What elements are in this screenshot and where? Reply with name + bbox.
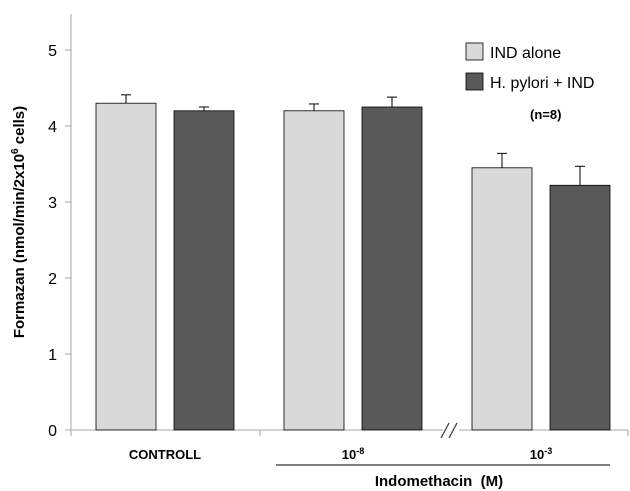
bar: [283, 110, 345, 431]
bar: [471, 167, 533, 431]
x-tick-label: 10-3: [530, 446, 552, 462]
y-tick-label: 1: [48, 347, 57, 364]
bar: [361, 106, 423, 431]
axis-break-mark: [440, 422, 450, 439]
axis-break-mark: [448, 422, 458, 439]
bar: [95, 102, 157, 431]
bar: [173, 110, 235, 431]
legend-label: H. pylori + IND: [490, 75, 594, 92]
y-tick-label: 3: [48, 195, 57, 212]
x-tick-label: CONTROLL: [129, 447, 201, 462]
chart-labels: 0 1 2 3 4 5 CONTROLL 10-8 10-3 Indomethacin (M) Fo…: [10, 43, 610, 490]
y-tick-label: 0: [48, 423, 57, 440]
chart-bars: [95, 94, 611, 431]
y-axis-label: Formazan (nmol/min/2x106 cells): [10, 106, 28, 338]
y-tick-label: 5: [48, 43, 57, 60]
y-tick-label: 4: [48, 119, 57, 136]
sample-size-note: (n=8): [530, 107, 561, 122]
legend-label: IND alone: [490, 45, 561, 62]
x-axis-label: Indomethacin (M): [375, 473, 503, 490]
legend-swatch: [465, 72, 484, 91]
chart-legend: IND alone H. pylori + IND (n=8): [465, 42, 594, 122]
bar: [549, 184, 611, 431]
x-tick-label: 10-8: [342, 446, 364, 462]
legend-swatch: [465, 42, 484, 61]
y-tick-label: 2: [48, 271, 57, 288]
